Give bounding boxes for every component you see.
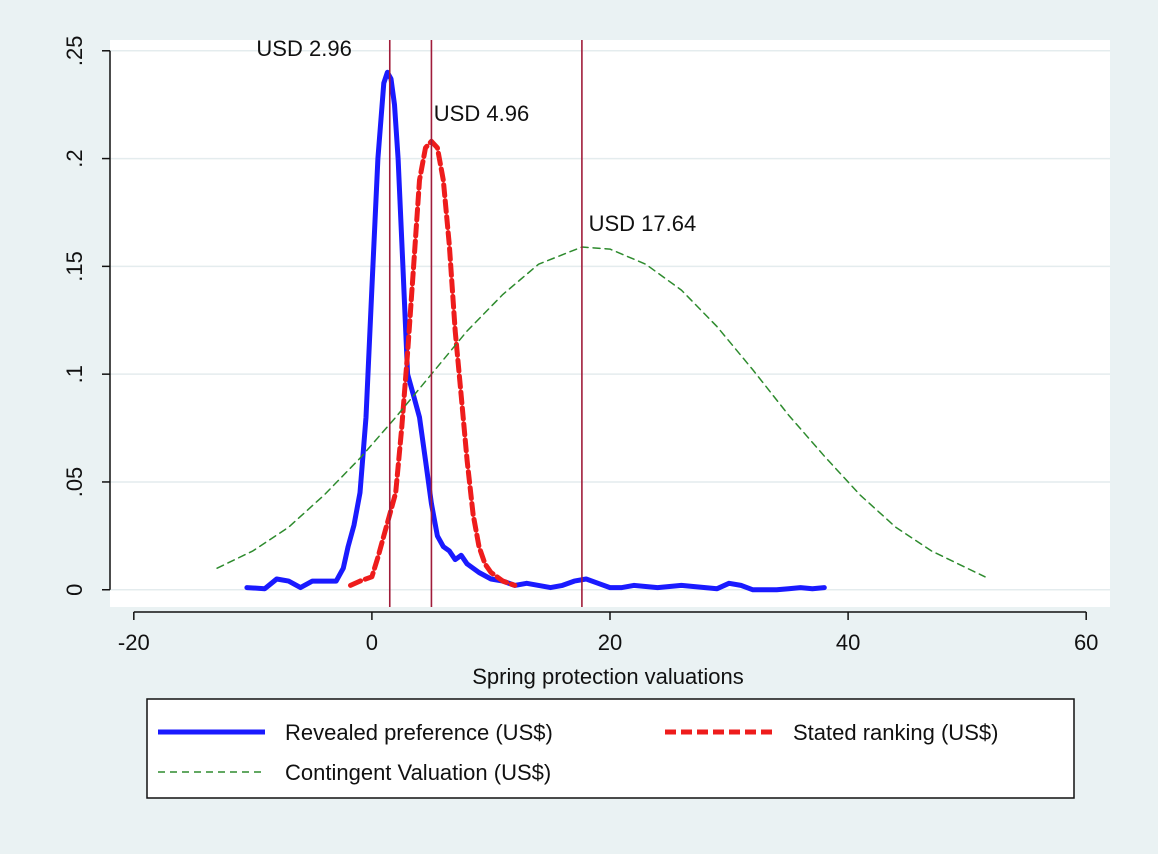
x-axis-label: Spring protection valuations — [472, 664, 744, 689]
y-tick-label: .15 — [62, 251, 87, 282]
gridlines — [110, 50, 1110, 591]
legend-label: Contingent Valuation (US$) — [285, 760, 551, 785]
legend-label: Stated ranking (US$) — [793, 720, 998, 745]
legend-box — [146, 698, 1075, 799]
annotation-label: USD 2.96 — [256, 36, 351, 61]
y-tick-label: 0 — [62, 584, 87, 596]
x-tick-label: 20 — [598, 630, 622, 655]
y-tick-label: .25 — [62, 36, 87, 67]
plot-area — [110, 40, 1110, 607]
annotation-label: USD 17.64 — [589, 211, 697, 236]
reference-lines — [388, 40, 583, 607]
series-line — [244, 69, 827, 593]
x-tick-label: 0 — [366, 630, 378, 655]
annotations: USD 2.96 USD 4.96 USD 17.64 — [256, 36, 696, 236]
y-tick-label: .1 — [62, 365, 87, 383]
x-tick-label: 40 — [836, 630, 860, 655]
series-line — [216, 246, 986, 578]
y-tick-label: .2 — [62, 149, 87, 167]
legend: Revealed preference (US$) Stated ranking … — [146, 698, 1075, 799]
axes: -20 0 20 40 60 0 .05 .1 .15 .2 .25 Spring protectio… — [62, 36, 1098, 689]
x-tick-label: -20 — [118, 630, 150, 655]
annotation-label: USD 4.96 — [434, 101, 529, 126]
legend-label: Revealed preference (US$) — [285, 720, 553, 745]
x-tick-label: 60 — [1074, 630, 1098, 655]
y-tick-label: .05 — [62, 467, 87, 498]
